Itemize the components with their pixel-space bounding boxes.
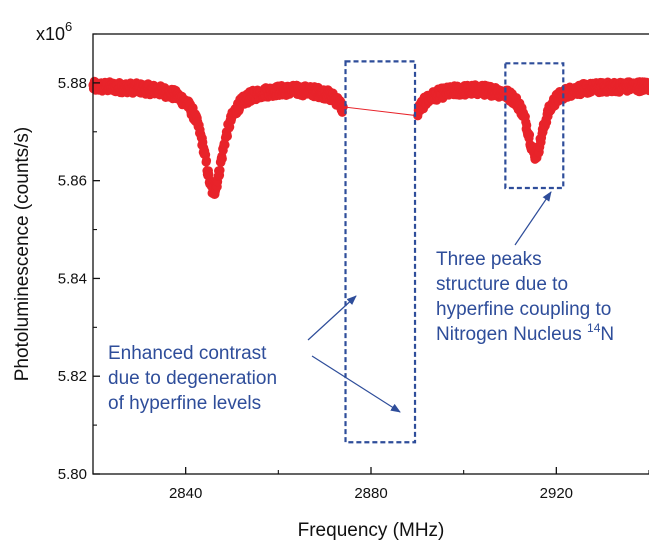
- data-layer: [88, 76, 649, 199]
- annotation-hyperfine-line-2: structure due to: [436, 274, 568, 295]
- y-tick-label: 5.82: [58, 368, 87, 385]
- x-tick-label: 2840: [169, 485, 202, 502]
- arrow-to-hyperfine-box: [514, 191, 552, 246]
- data-point: [220, 140, 230, 150]
- ticks-layer: 2840 2880 2920 5.80 5.82 5.84 5.86 5.88: [58, 33, 649, 502]
- y-axis-title: Photoluminescence (counts/s): [12, 127, 33, 382]
- y-axis-multiplier-base: x10: [36, 24, 65, 44]
- data-point: [215, 165, 225, 175]
- arrows-layer: [307, 191, 552, 413]
- plot-frame: [92, 33, 649, 475]
- annotation-degeneracy-line-1: Enhanced contrast: [108, 343, 267, 364]
- annotation-hyperfine-tail: N: [600, 324, 614, 345]
- x-tick-label: 2920: [540, 485, 573, 502]
- arrow-to-central-dip: [311, 355, 401, 413]
- annotation-hyperfine: Three peaks structure due to hyperfine c…: [436, 249, 617, 345]
- y-tick-label: 5.84: [58, 270, 87, 287]
- data-point: [644, 85, 649, 96]
- highlight-box-1: [344, 60, 417, 444]
- y-tick-label: 5.86: [58, 173, 87, 190]
- x-tick-label: 2880: [354, 485, 387, 502]
- data-point: [217, 154, 227, 164]
- highlight-box-2: [504, 62, 565, 190]
- y-axis-multiplier: x106: [36, 19, 72, 44]
- arrow-to-inner-dip: [307, 295, 357, 341]
- annotation-hyperfine-line-4: Nitrogen Nucleus: [436, 324, 587, 345]
- boxes-layer: [344, 60, 565, 444]
- y-axis-multiplier-exponent: 6: [65, 19, 72, 34]
- annotation-degeneracy-line-2: due to degeneration: [108, 368, 277, 389]
- data-point: [201, 156, 212, 166]
- y-tick-label: 5.88: [58, 75, 87, 92]
- x-axis-title: Frequency (MHz): [298, 520, 445, 541]
- annotation-hyperfine-superscript: 14: [587, 321, 601, 335]
- data-point: [524, 130, 535, 140]
- annotation-hyperfine-line-1: Three peaks: [436, 249, 542, 270]
- annotation-degeneracy-line-3: of hyperfine levels: [108, 393, 261, 414]
- data-point: [222, 131, 232, 141]
- annotation-hyperfine-line-3: hyperfine coupling to: [436, 299, 611, 320]
- annotation-degeneracy: Enhanced contrast due to degeneration of…: [108, 343, 282, 414]
- y-tick-label: 5.80: [58, 466, 87, 483]
